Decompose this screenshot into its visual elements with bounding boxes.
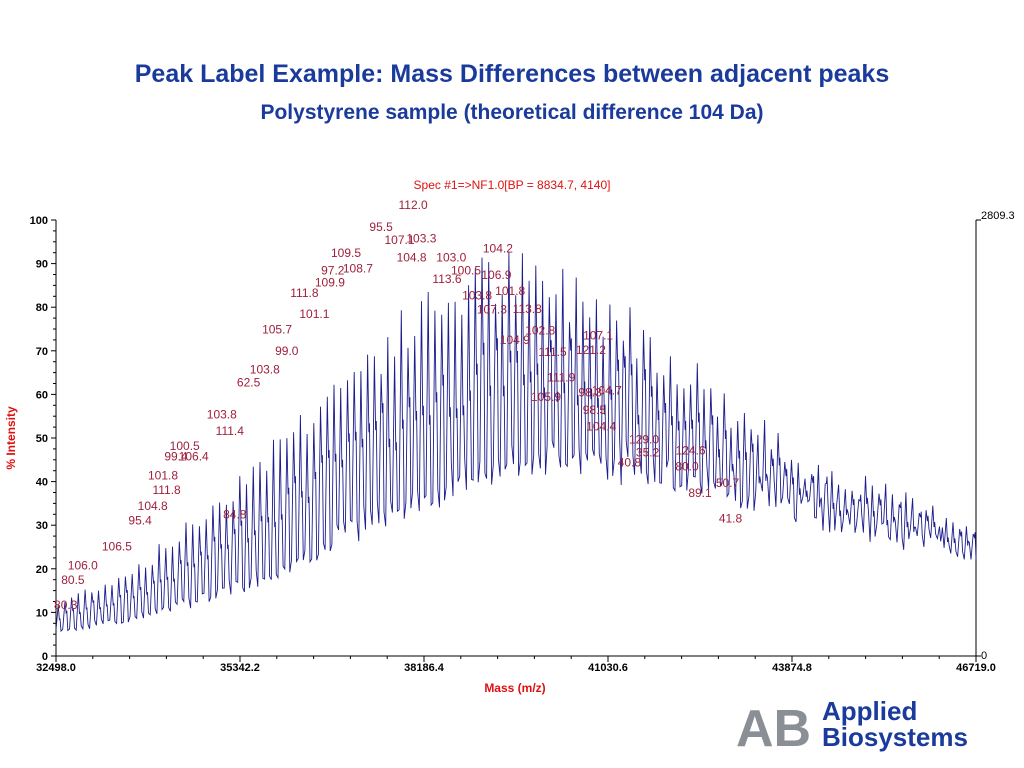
peak-label: 50.7 [716, 476, 740, 490]
peak-label: 111.4 [216, 424, 245, 438]
peak-label: 100.5 [451, 264, 481, 278]
x-tick-label: 32498.0 [36, 662, 76, 674]
y-tick-label: 70 [36, 346, 48, 358]
peak-label: 41.8 [719, 512, 743, 526]
peak-label: 103.8 [207, 407, 237, 421]
logo-wordmark: Applied Biosystems [822, 698, 968, 750]
peak-label: 95.5 [369, 220, 393, 234]
peak-label: 113.8 [513, 302, 542, 316]
x-tick-label: 46719.0 [956, 662, 996, 674]
peak-label: 100.5 [170, 439, 200, 453]
peak-label: 80.5 [61, 573, 85, 587]
peak-label: 62.5 [237, 376, 261, 390]
logo-line-1: Applied [822, 696, 918, 726]
peak-label: 35.2 [636, 446, 660, 460]
peak-label: 104.7 [592, 383, 622, 397]
peak-label: 102.8 [525, 324, 555, 338]
y-tick-label: 30 [36, 520, 48, 532]
peak-labels: 80.380.5106.0106.595.4104.8111.8101.899.… [54, 198, 742, 612]
peak-label: 101.1 [299, 307, 329, 321]
peak-label: 97.2 [321, 264, 345, 278]
y-tick-label: 90 [36, 259, 48, 271]
peak-label: 113.6 [432, 272, 461, 286]
peak-label: 108.7 [343, 261, 373, 275]
x-tick-label: 38186.4 [404, 662, 445, 674]
x-axis-title: Mass (m/z) [484, 681, 545, 695]
peak-label: 101.8 [495, 284, 525, 298]
peak-label: 101.8 [148, 468, 178, 482]
peak-label: 111.5 [538, 345, 567, 359]
peak-label: 84.8 [223, 508, 247, 522]
peak-label: 104.8 [138, 499, 168, 513]
peak-label: 106.5 [102, 540, 132, 554]
peak-label: 105.7 [262, 322, 292, 336]
right-axis-top-label: 2809.3 [981, 210, 1015, 222]
right-axis-bottom-label: 0 [981, 650, 987, 662]
peak-label: 109.9 [315, 275, 345, 289]
chart-ticks: 0 10 20 30 40 50 60 70 80 90 100 32498.0 35342.2 3818… [30, 215, 996, 674]
peak-label: 124.6 [676, 444, 706, 458]
y-tick-label: 100 [30, 215, 48, 227]
y-tick-label: 60 [36, 389, 48, 401]
peak-label: 104.4 [586, 420, 616, 434]
peak-label: 112.0 [399, 198, 428, 212]
peak-label: 107.3 [477, 303, 507, 317]
y-tick-label: 10 [36, 607, 48, 619]
peak-label: 106.9 [481, 268, 511, 282]
peak-label: 106.4 [179, 450, 209, 464]
peak-label: 106.0 [68, 559, 98, 573]
peak-label: 95.4 [128, 513, 152, 527]
y-tick-label: 80 [36, 302, 48, 314]
page-subtitle: Polystyrene sample (theoretical differen… [260, 101, 764, 124]
logo-line-2: Biosystems [822, 722, 968, 752]
peak-label: 103.0 [436, 250, 466, 264]
y-tick-label: 20 [36, 564, 48, 576]
peak-label: 103.3 [406, 232, 436, 246]
peak-label: 109.5 [331, 246, 361, 260]
peak-label: 104.8 [397, 250, 427, 264]
peak-label: 105.9 [531, 390, 561, 404]
peak-label: 111.8 [290, 286, 319, 300]
peak-label: 80.0 [675, 460, 699, 474]
spectrum-trace [55, 252, 977, 633]
y-axis-title: % Intensity [4, 406, 18, 470]
page-title: Peak Label Example: Mass Differences bet… [134, 60, 890, 88]
y-tick-label: 40 [36, 477, 48, 489]
peak-label: 80.3 [54, 598, 78, 612]
x-tick-label: 43874.8 [772, 662, 812, 674]
peak-label: 111.9 [547, 370, 576, 384]
peak-label: 98.5 [583, 403, 607, 417]
x-tick-label: 35342.2 [220, 662, 260, 674]
peak-label: 40.8 [618, 455, 642, 469]
peak-label: 103.8 [250, 363, 280, 377]
peak-label: 104.2 [483, 242, 513, 256]
applied-biosystems-logo: AB Applied Biosystems [734, 698, 984, 754]
ab-logo-icon: AB [736, 700, 811, 754]
peak-label: 99.0 [275, 344, 299, 358]
y-tick-label: 0 [42, 651, 48, 663]
peak-label: 103.8 [462, 288, 492, 302]
peak-label: 129.0 [629, 433, 659, 447]
y-tick-label: 50 [36, 433, 48, 445]
peak-label: 98.3 [578, 386, 602, 400]
peak-label: 107.1 [583, 329, 613, 343]
chart-title: Spec #1=>NF1.0[BP = 8834.7, 4140] [414, 178, 611, 192]
peak-label: 104.9 [500, 333, 530, 347]
peak-label: 107.1 [384, 233, 414, 247]
peak-label: 89.1 [688, 486, 712, 500]
x-tick-label: 41030.6 [588, 662, 628, 674]
peak-label: 99.4 [164, 450, 188, 464]
svg-text:AB: AB [736, 700, 811, 754]
peak-label: 121.2 [576, 343, 606, 357]
peak-label: 111.8 [152, 483, 181, 497]
